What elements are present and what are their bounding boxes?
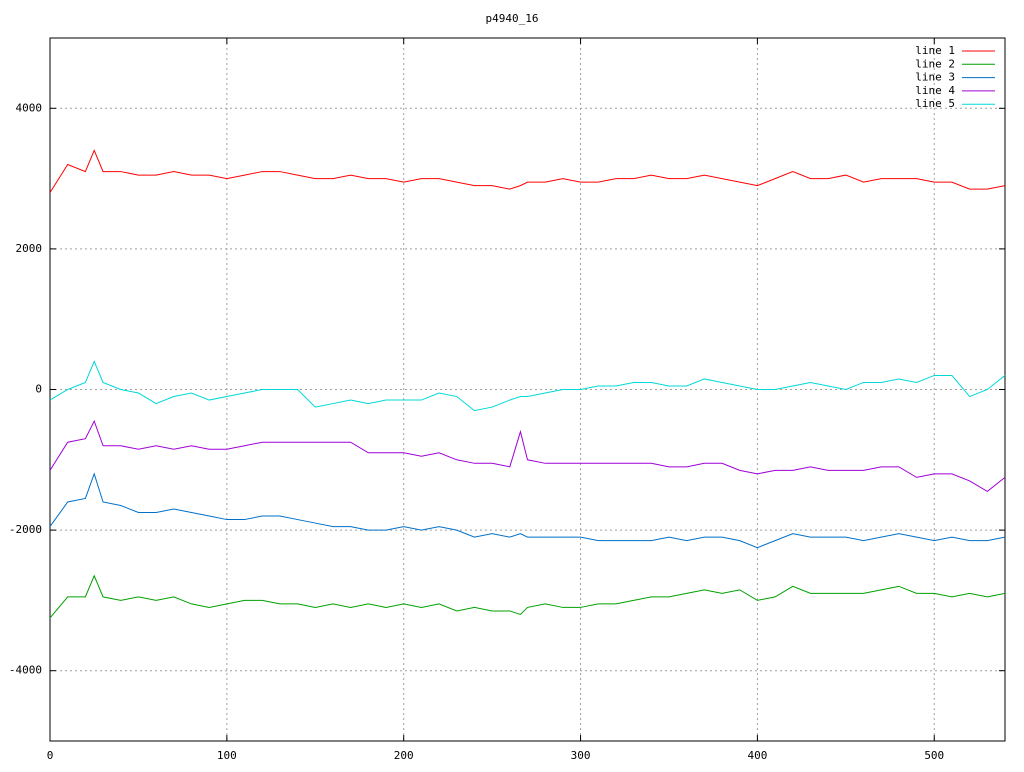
y-tick-label: 2000 xyxy=(16,242,43,255)
x-tick-label: 500 xyxy=(924,749,944,762)
legend-label: line 1 xyxy=(915,44,955,57)
y-tick-label: -4000 xyxy=(9,664,42,677)
x-tick-label: 400 xyxy=(747,749,767,762)
data-line xyxy=(49,149,1006,193)
y-tick-label: -2000 xyxy=(9,523,42,536)
data-line xyxy=(49,360,1006,412)
x-tick-label: 100 xyxy=(217,749,237,762)
data-line xyxy=(49,574,1006,619)
x-tick-label: 0 xyxy=(47,749,54,762)
legend-label: line 5 xyxy=(915,97,955,110)
legend-label: line 4 xyxy=(915,84,955,97)
legend-label: line 2 xyxy=(915,57,955,70)
chart-title: p4940_16 xyxy=(486,12,539,25)
legend-label: line 3 xyxy=(915,71,955,84)
y-tick-label: 4000 xyxy=(16,101,43,114)
x-tick-label: 300 xyxy=(571,749,591,762)
plot-border xyxy=(49,37,1006,742)
data-line xyxy=(49,419,1006,493)
data-line xyxy=(49,472,1006,549)
y-tick-label: 0 xyxy=(35,383,42,396)
x-tick-label: 200 xyxy=(394,749,414,762)
